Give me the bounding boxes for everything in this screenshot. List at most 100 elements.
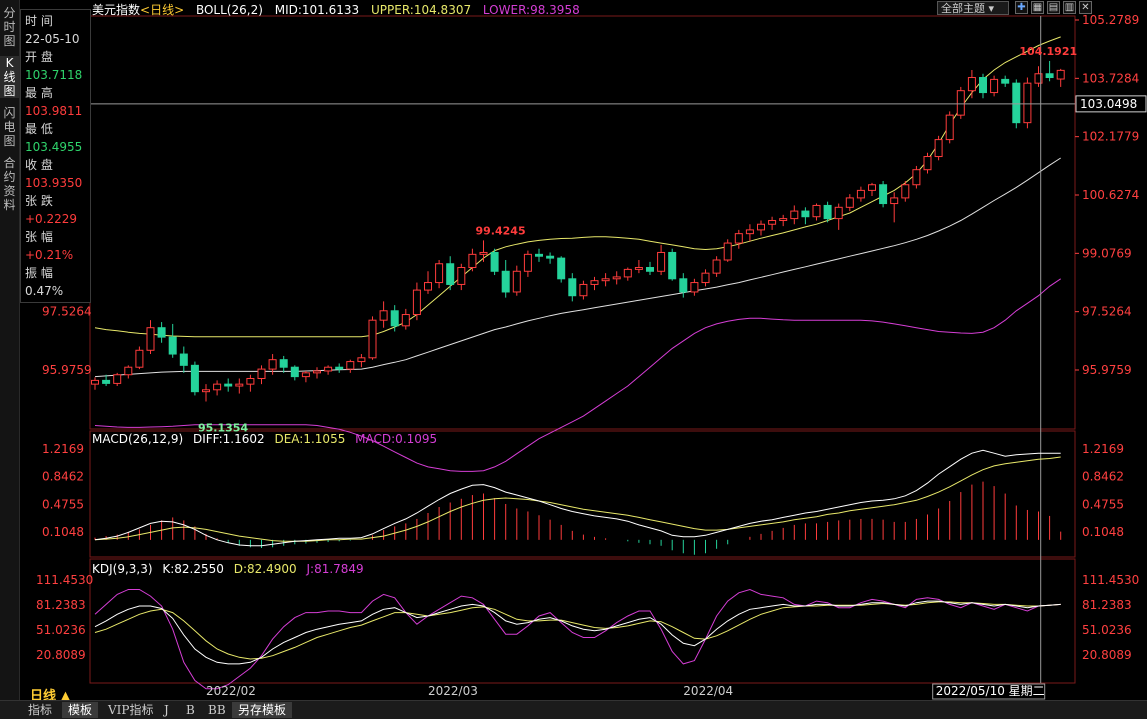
tab-contract-info[interactable]: 合 约 资 料 xyxy=(3,156,16,212)
chart-type-icon[interactable]: ▦ xyxy=(1031,1,1044,14)
price-panel-frame xyxy=(89,15,1076,430)
candle-body xyxy=(235,383,244,387)
candle-body xyxy=(668,251,677,280)
candle-body xyxy=(557,257,566,280)
candle-body xyxy=(146,327,155,351)
x-axis-label: 2022/05/10 星期二 xyxy=(936,684,1045,698)
close-icon[interactable]: ✕ xyxy=(1079,1,1092,14)
candle-body xyxy=(834,206,843,220)
price-axis-label: 95.9759 xyxy=(1082,363,1132,377)
x-axis-crosshair-box xyxy=(932,683,1046,700)
macd-axis-label-left: 0.1048 xyxy=(42,525,84,539)
kdj-axis-label-left: 20.8089 xyxy=(36,648,86,662)
candle-body xyxy=(535,253,543,257)
candle-body xyxy=(901,184,910,199)
candle-body xyxy=(179,353,188,366)
candle-body xyxy=(568,278,577,297)
macd-header: MACD(26,12,9) DIFF:1.1602 DEA:1.1055 MAC… xyxy=(92,432,443,446)
candle-body xyxy=(546,255,555,259)
chart-canvas[interactable]: 105.2789 103.7284 102.1779 100.6274 99.0769 9… xyxy=(0,0,1147,700)
price-annotation: 104.1921 xyxy=(1019,45,1077,58)
candle-body xyxy=(856,189,865,199)
low-label: 最 低 xyxy=(25,122,53,136)
tab-flash[interactable]: 闪 电 图 xyxy=(3,106,16,148)
macd-axis-label-left: 0.8462 xyxy=(42,470,84,484)
candle-body xyxy=(623,268,632,278)
tab-bb[interactable]: BB xyxy=(208,703,226,717)
candle-body xyxy=(313,370,321,374)
price-axis-label-left: 97.5264 xyxy=(42,305,92,319)
close-label: 收 盘 xyxy=(25,158,53,172)
candle-body xyxy=(346,361,355,370)
dea-line xyxy=(94,456,1061,542)
candle-body xyxy=(523,253,532,272)
tab-template[interactable]: 模板 xyxy=(62,702,99,718)
candle-body xyxy=(734,233,743,244)
candle-body xyxy=(224,383,233,387)
candle-body xyxy=(979,77,987,94)
candle-body xyxy=(945,114,954,141)
price-annotation: 99.4245 xyxy=(476,224,526,237)
candle-body xyxy=(479,251,488,255)
split-icon[interactable]: ▥ xyxy=(1063,1,1076,14)
candle-body xyxy=(512,270,521,293)
candle-body xyxy=(890,197,899,205)
candle-body xyxy=(612,276,621,280)
tab-kline[interactable]: K 线 图 xyxy=(0,56,19,98)
table-icon[interactable]: ▤ xyxy=(1047,1,1060,14)
candle-body xyxy=(168,336,177,355)
candle-body xyxy=(868,184,876,191)
boll-mid-line xyxy=(94,157,1061,378)
tab-j[interactable]: J xyxy=(164,703,169,717)
amp-label: 振 幅 xyxy=(25,266,53,280)
tab-b[interactable]: B xyxy=(186,703,195,717)
open-label: 开 盘 xyxy=(25,50,53,64)
change-label: 张 跌 xyxy=(25,194,53,208)
x-axis-label: 2022/03 xyxy=(428,684,478,698)
macd-axis-label: 1.2169 xyxy=(1082,442,1124,456)
pct-value: +0.21% xyxy=(25,248,74,262)
change-value: +0.2229 xyxy=(25,212,78,226)
candle-body xyxy=(923,156,932,171)
boll-upper: UPPER:104.8307 xyxy=(370,3,472,17)
tab-indicators[interactable]: 指标 xyxy=(28,703,53,717)
grid-icon[interactable]: ✚ xyxy=(1015,1,1028,14)
kdj-d: D:82.4900 xyxy=(233,562,297,576)
price-axis-label-left: 95.9759 xyxy=(42,363,92,377)
price-header: 美元指数<日线> BOLL(26,2) MID:101.6133 UPPER:1… xyxy=(92,1,588,17)
candle-body xyxy=(757,223,765,231)
candle-body xyxy=(113,374,122,384)
macd-axis-label-left: 1.2169 xyxy=(42,442,84,456)
candle-body xyxy=(879,184,888,205)
kdj-k: K:82.2550 xyxy=(162,562,224,576)
boll-lower: LOWER:98.3958 xyxy=(482,3,580,17)
crosshair-value-box xyxy=(1075,95,1147,113)
candle-body xyxy=(779,218,788,221)
candle-body xyxy=(457,267,466,285)
candle-body xyxy=(91,379,99,385)
candle-body xyxy=(712,259,721,274)
candle-body xyxy=(279,359,288,368)
kdj-j: J:81.7849 xyxy=(306,562,364,576)
theme-select[interactable]: 全部主题 ▾ xyxy=(937,1,1009,15)
macd-panel-frame xyxy=(89,430,1076,558)
tab-save-template[interactable]: 另存模板 xyxy=(232,702,293,718)
tab-vip-indicators[interactable]: VIP指标 xyxy=(108,703,154,717)
info-panel: 时 间 22-05-10 开 盘 103.7118 最 高 103.9811 最… xyxy=(20,9,91,303)
macd-axis-label: 0.8462 xyxy=(1082,470,1124,484)
candle-body xyxy=(768,219,777,225)
macd-axis-label: 0.4755 xyxy=(1082,497,1124,511)
boll-upper-line xyxy=(94,36,1061,338)
boll-lower-line xyxy=(94,278,1061,472)
macd-name: MACD(26,12,9) xyxy=(92,432,184,446)
bottom-tab-bar: 指标 模板 VIP指标 J B BB 另存模板 xyxy=(0,700,1147,719)
kdj-axis-label-left: 51.0236 xyxy=(36,623,86,637)
candle-body xyxy=(646,267,654,272)
candle-body xyxy=(246,377,255,385)
candle-body xyxy=(701,272,710,284)
tab-timeshare[interactable]: 分 时 图 xyxy=(3,6,16,48)
candle-body xyxy=(490,251,499,272)
candle-body xyxy=(790,210,799,220)
candle-body xyxy=(424,282,432,291)
